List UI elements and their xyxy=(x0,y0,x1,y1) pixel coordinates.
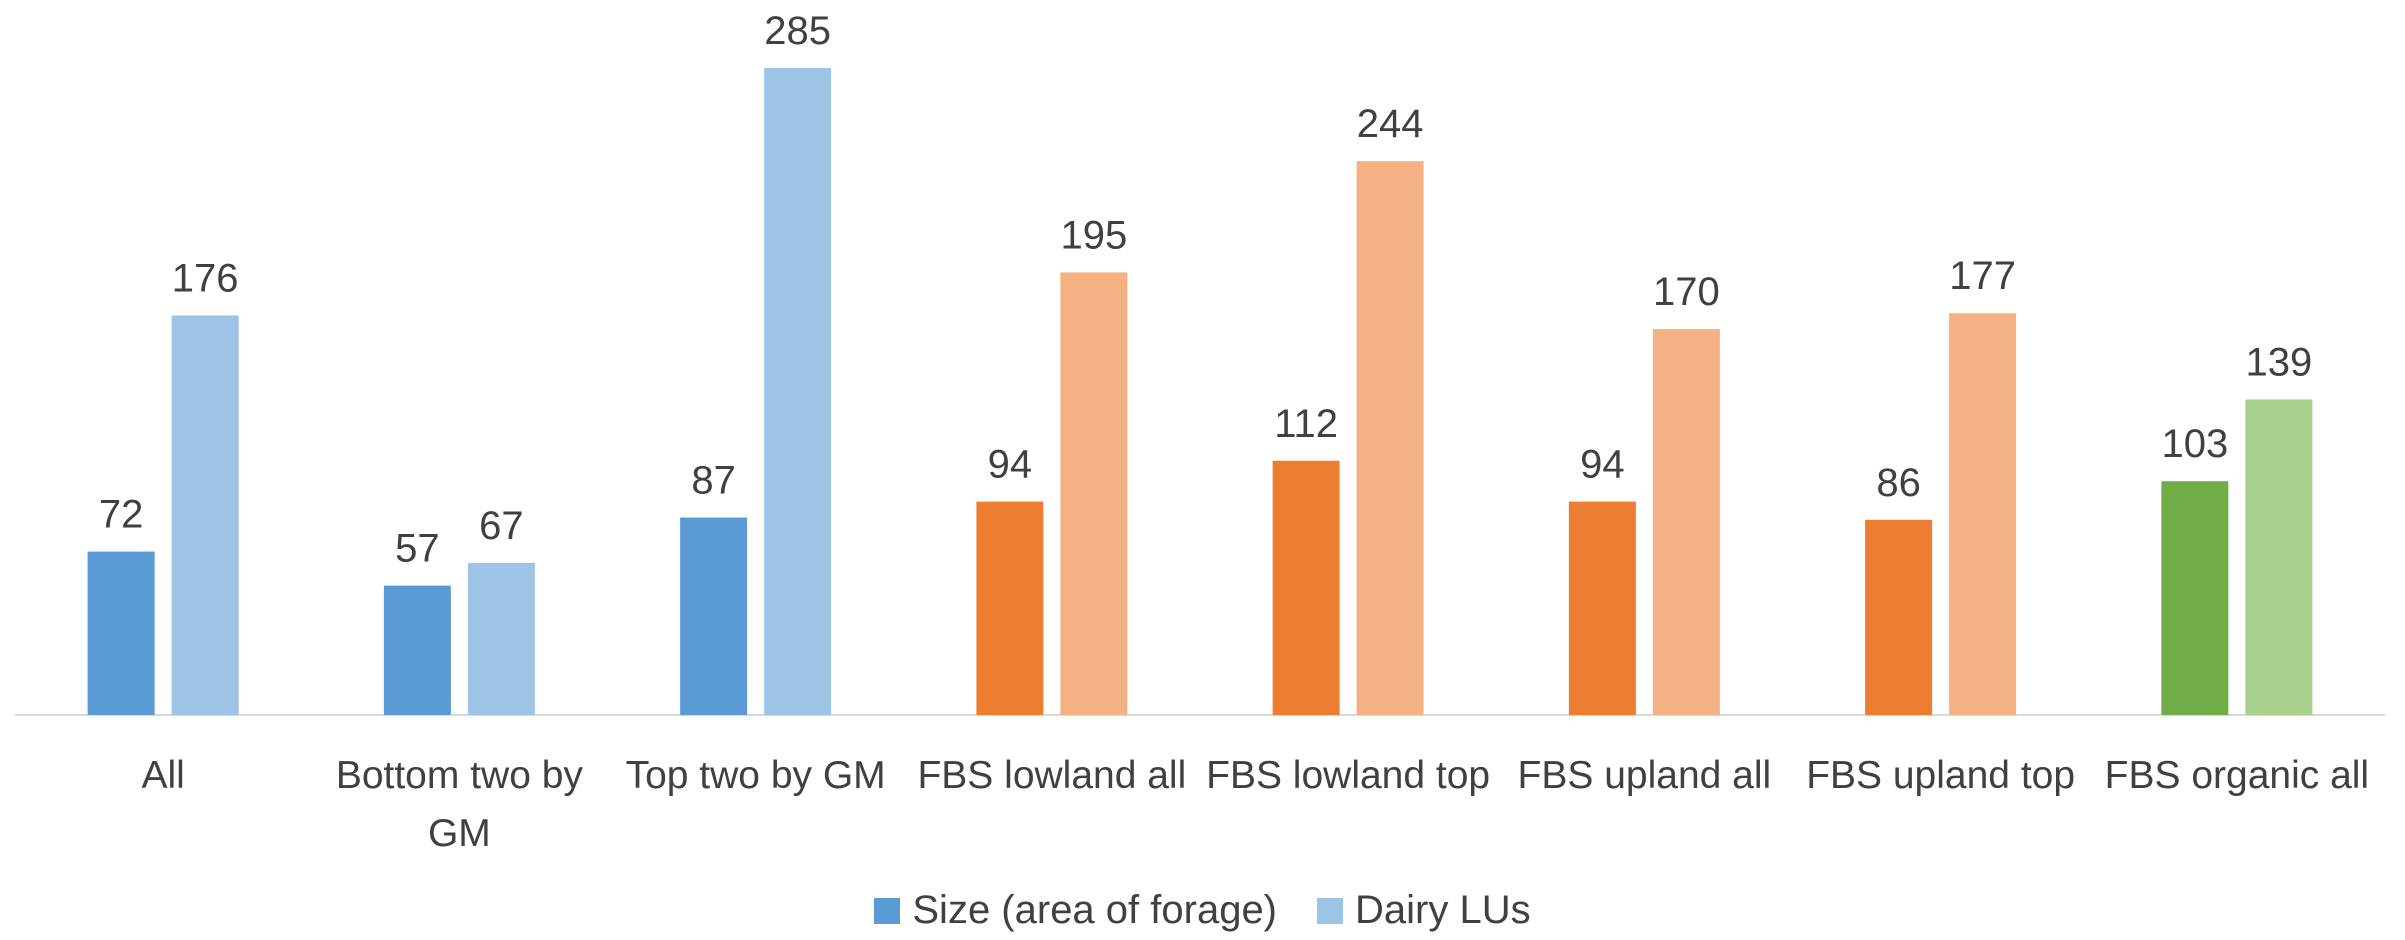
x-tick-label: FBS upland all xyxy=(1517,754,1772,797)
legend-swatch xyxy=(874,897,901,924)
bar xyxy=(467,562,535,715)
bar xyxy=(171,315,239,715)
x-tick-label: FBS upland top xyxy=(1806,754,2076,797)
data-label: 139 xyxy=(2246,340,2313,384)
legend-swatch xyxy=(1317,897,1344,924)
bar xyxy=(1568,501,1636,715)
data-label: 86 xyxy=(1876,461,1921,505)
bar xyxy=(2245,399,2313,715)
data-label: 177 xyxy=(1949,254,2016,298)
data-label: 103 xyxy=(2162,422,2229,466)
bar xyxy=(383,585,451,715)
data-label: 94 xyxy=(1580,443,1625,487)
data-label: 244 xyxy=(1357,102,1424,146)
bar xyxy=(764,68,832,716)
data-label: 285 xyxy=(764,9,831,53)
x-tick-label: FBS lowland all xyxy=(917,754,1187,797)
bar xyxy=(976,501,1044,715)
legend-label: Size (area of forage) xyxy=(912,888,1278,932)
legend-item: Size (area of forage) xyxy=(874,888,1277,933)
x-tick-label: Top two by GM xyxy=(625,754,886,797)
data-label: 57 xyxy=(395,527,440,571)
legend-label: Dairy LUs xyxy=(1355,888,1531,932)
legend-item: Dairy LUs xyxy=(1317,888,1531,933)
x-tick-label: Bottom two by GM xyxy=(335,754,583,855)
data-label: 94 xyxy=(988,443,1033,487)
bar xyxy=(1865,519,1933,715)
data-label: 195 xyxy=(1061,213,1128,257)
data-label: 176 xyxy=(172,257,239,301)
chart: 72 176 57 67 87 285 94 195 112 244 94 170 86 177 103 13… xyxy=(15,9,2385,716)
data-label: 170 xyxy=(1653,270,1720,314)
bar xyxy=(1949,313,2017,715)
legend: Size (area of forage) Dairy LUs xyxy=(0,888,2405,933)
data-label: 72 xyxy=(99,493,144,537)
bar xyxy=(87,551,155,715)
bar xyxy=(2161,481,2229,715)
bar xyxy=(1060,272,1128,715)
x-tick-label: All xyxy=(141,754,185,797)
x-tick-label: FBS lowland top xyxy=(1206,754,1491,797)
bar xyxy=(1652,329,1720,715)
bar xyxy=(680,517,748,715)
bar xyxy=(1356,161,1424,715)
data-label: 87 xyxy=(691,459,736,503)
data-label: 67 xyxy=(479,504,524,548)
data-label: 112 xyxy=(1274,402,1338,446)
x-tick-label: FBS organic all xyxy=(2104,754,2370,797)
bar xyxy=(1272,460,1340,715)
